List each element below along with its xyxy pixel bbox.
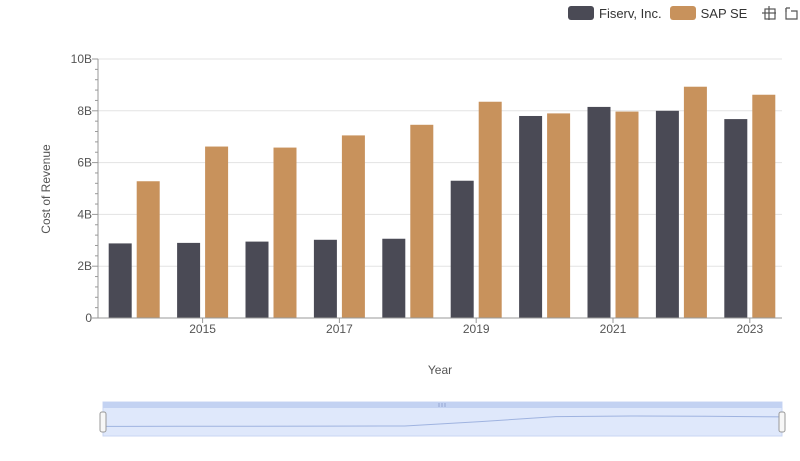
legend-swatch-sap	[669, 6, 696, 20]
crosshair-icon[interactable]	[761, 5, 777, 21]
x-axis: 2015 2017 2019 2021 2023	[98, 317, 782, 336]
legend-label-fiserv: Fiserv, Inc.	[599, 5, 662, 21]
bar-fiserv-2023[interactable]	[724, 119, 748, 318]
bar-sap-2019[interactable]	[478, 101, 502, 318]
bar-fiserv-2020[interactable]	[519, 115, 543, 318]
bar-fiserv-2018[interactable]	[382, 238, 406, 318]
navigator-scrollbar[interactable]	[103, 402, 782, 408]
legend-label-sap: SAP SE	[700, 5, 748, 21]
x-tick-label: 2015	[189, 322, 216, 336]
navigator-series-line	[102, 415, 783, 427]
navigator-handle-left[interactable]	[99, 411, 107, 433]
bar-fiserv-2015[interactable]	[177, 242, 201, 318]
bar-sap-2020[interactable]	[547, 113, 571, 318]
bar-sap-2015[interactable]	[205, 146, 229, 318]
legend-item-sap[interactable]: SAP SE	[669, 5, 748, 21]
x-tick-label: 2017	[326, 322, 353, 336]
bar-fiserv-2017[interactable]	[313, 239, 337, 318]
grid-lines	[98, 58, 782, 267]
y-tick-label: 6B	[77, 156, 92, 170]
bar-sap-2017[interactable]	[341, 135, 365, 318]
bar-sap-2021[interactable]	[615, 111, 639, 319]
bar-fiserv-2016[interactable]	[245, 241, 269, 318]
x-tick-label: 2021	[600, 322, 627, 336]
navigator-handle-right[interactable]	[778, 411, 786, 433]
bar-fiserv-2019[interactable]	[450, 180, 474, 318]
legend: Fiserv, Inc. SAP SE	[568, 4, 799, 22]
y-tick-label: 0	[85, 311, 92, 325]
y-axis: 0 2B 4B 6B 8B 10B	[71, 52, 99, 325]
y-tick-label: 10B	[71, 52, 92, 66]
bars	[108, 86, 776, 319]
y-tick-label: 4B	[77, 207, 92, 221]
x-axis-label: Year	[428, 363, 452, 377]
bar-sap-2022[interactable]	[683, 86, 707, 318]
bar-fiserv-2021[interactable]	[587, 106, 611, 318]
legend-item-fiserv[interactable]: Fiserv, Inc.	[568, 6, 662, 21]
y-tick-label: 8B	[77, 104, 92, 118]
reset-zoom-icon[interactable]	[783, 5, 799, 21]
x-tick-label: 2023	[736, 322, 763, 336]
navigator[interactable]	[99, 401, 786, 437]
bar-fiserv-2014[interactable]	[108, 243, 132, 318]
bar-fiserv-2022[interactable]	[655, 110, 679, 318]
bar-sap-2018[interactable]	[410, 124, 434, 318]
legend-swatch-fiserv	[568, 6, 594, 20]
x-tick-label: 2019	[463, 322, 490, 336]
bar-sap-2016[interactable]	[273, 147, 297, 318]
y-tick-label: 2B	[77, 259, 92, 273]
y-axis-label: Cost of Revenue	[39, 144, 53, 234]
bar-sap-2023[interactable]	[752, 94, 776, 318]
bar-sap-2014[interactable]	[136, 181, 160, 318]
